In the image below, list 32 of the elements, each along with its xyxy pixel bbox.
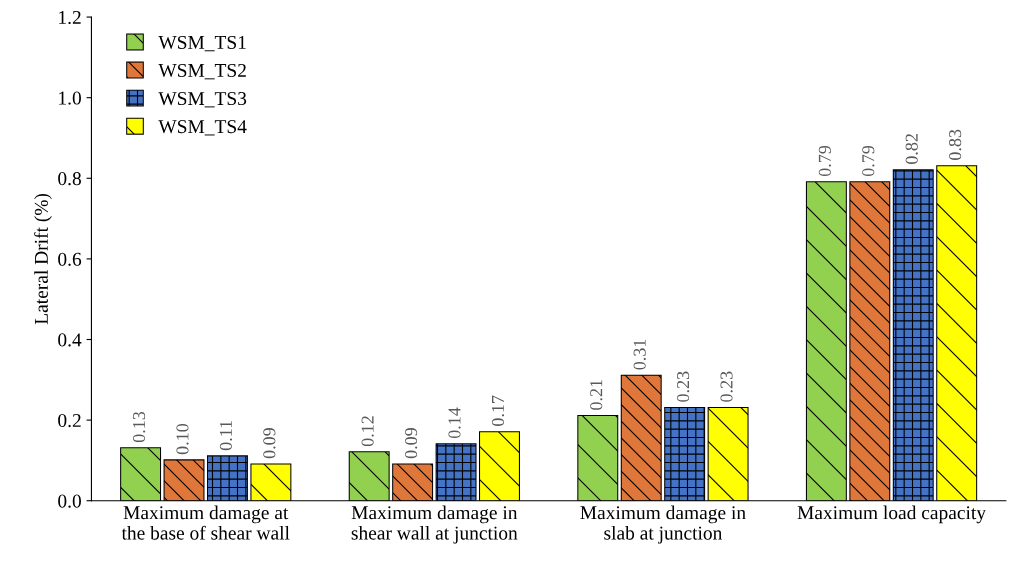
data-label: 0.12	[361, 416, 374, 447]
y-axis-title: Lateral Drift (%)	[34, 193, 52, 325]
legend-label: WSM_TS3	[158, 92, 247, 108]
data-label: 0.23	[676, 371, 690, 402]
data-label: 0.14	[448, 407, 461, 439]
data-label: 0.13	[132, 411, 146, 443]
x-tick-label: Maximum damage in shear wall at junction	[351, 505, 518, 544]
legend-label: WSM_TS1	[158, 35, 246, 52]
y-tick-label: 1.2	[59, 10, 81, 25]
legend-label: WSM_TS2	[158, 63, 246, 80]
y-tick-label: 1.0	[59, 91, 81, 105]
data-label: 0.79	[818, 145, 831, 177]
data-label: 0.23	[720, 371, 733, 402]
data-label: 0.82	[905, 134, 918, 164]
legend-label: WSM_TS4	[158, 120, 247, 136]
data-label: 0.09	[404, 428, 418, 459]
data-label: 0.10	[176, 423, 189, 455]
y-tick-label: 0.0	[58, 494, 81, 508]
data-label: 0.17	[491, 395, 505, 426]
x-tick-label: Maximum damage in slab at junction	[580, 505, 746, 544]
data-label: 0.21	[590, 380, 603, 410]
data-label: 0.09	[263, 428, 276, 459]
x-tick-label: Maximum load capacity	[797, 505, 986, 524]
y-tick-label: 0.8	[58, 172, 81, 186]
data-label: 0.31	[633, 339, 646, 370]
y-tick-label: 0.2	[58, 413, 81, 428]
x-tick-label: Maximum damage at the base of shear wall	[121, 505, 290, 540]
data-label: 0.11	[219, 420, 233, 451]
y-tick-label: 0.4	[58, 333, 82, 347]
y-tick-label: 0.6	[58, 252, 82, 266]
data-label: 0.83	[949, 129, 962, 160]
data-label: 0.79	[862, 145, 875, 177]
